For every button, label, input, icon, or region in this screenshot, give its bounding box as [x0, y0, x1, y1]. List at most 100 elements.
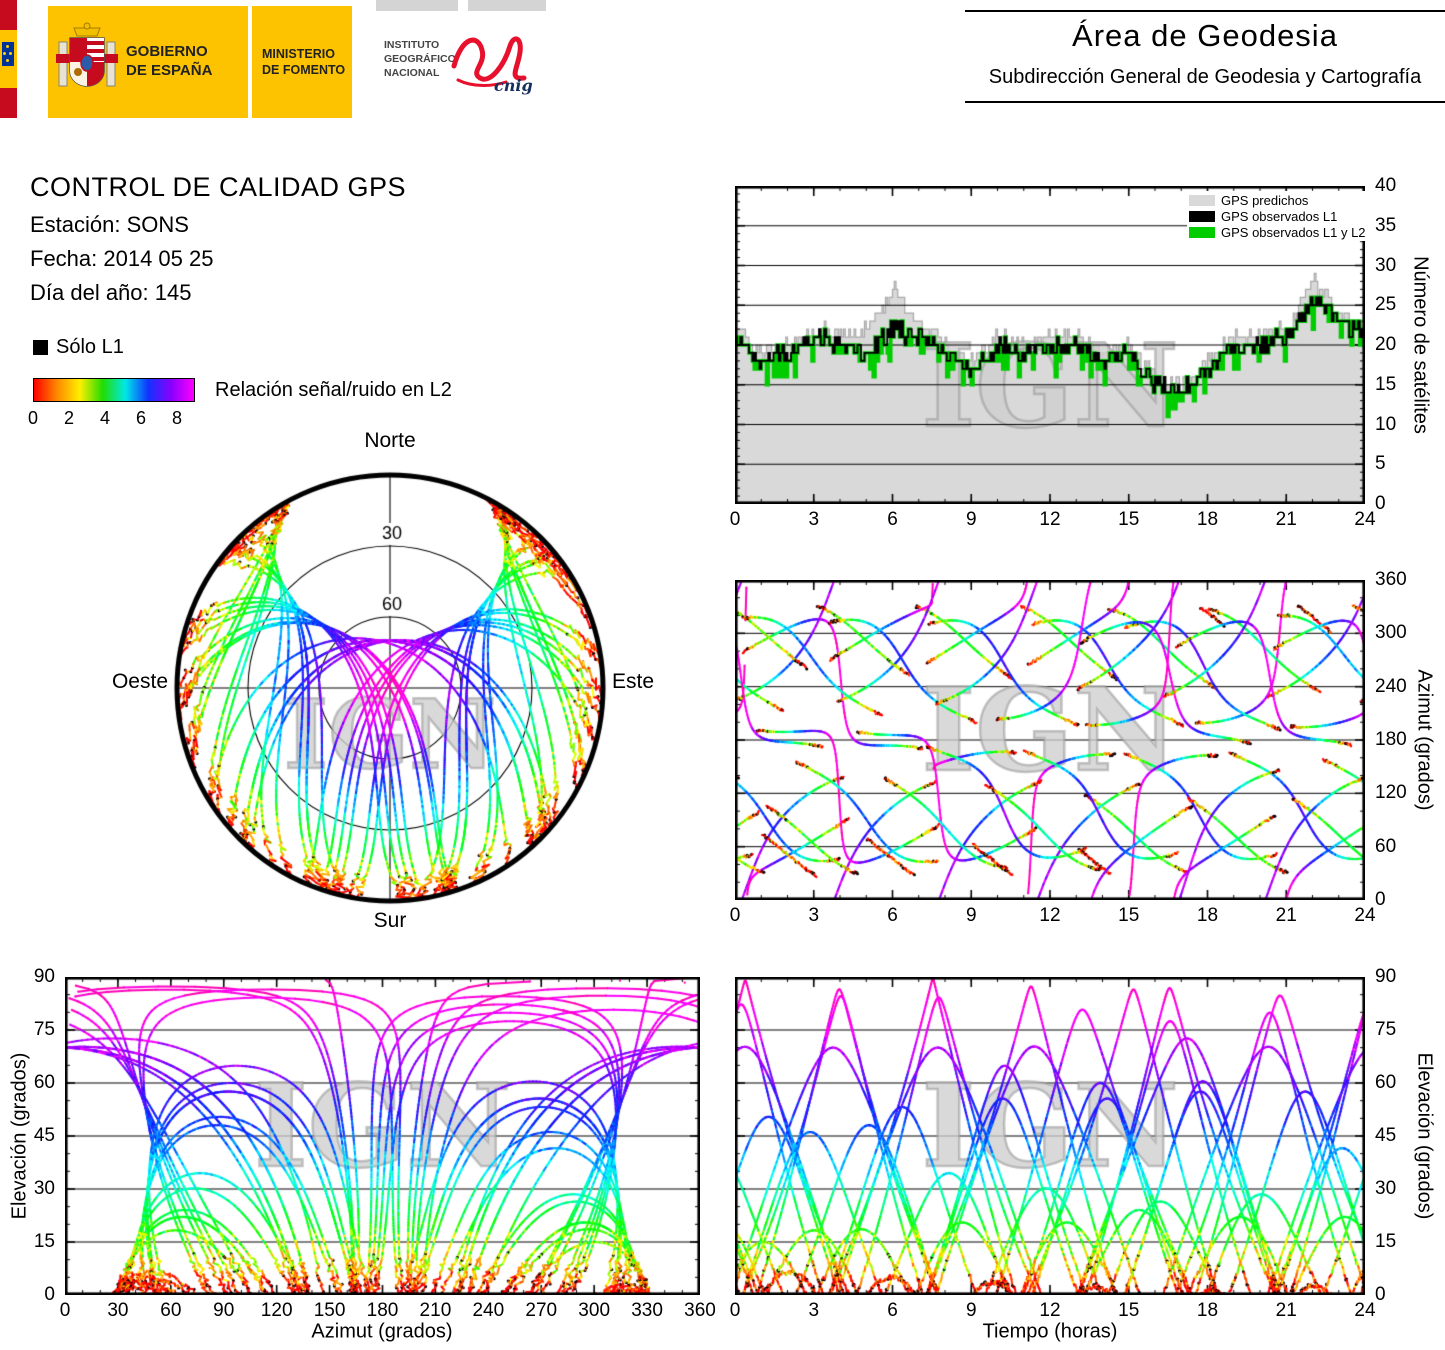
- tick-label: 15: [1375, 373, 1397, 395]
- skyplot-north-label: Norte: [364, 429, 416, 452]
- tick-label: 18: [1196, 905, 1219, 926]
- elevation-azimuth-chart: 0 30 60 90 120 150 180 210 240 270 300 330 360 0 15 30 4…: [34, 966, 716, 1321]
- skyplot-south-label: Sur: [373, 909, 407, 932]
- snr-colorbar-label: Relación señal/ruido en L2: [215, 379, 452, 401]
- tick-label: 3: [808, 1300, 820, 1321]
- tick-label: 12: [1039, 905, 1061, 926]
- colorbar-tick-label: 0: [27, 408, 39, 428]
- colorbar-tick-label: 8: [171, 408, 183, 428]
- tick-label: 20: [1375, 334, 1397, 355]
- tick-label: 300: [578, 1300, 611, 1321]
- area-title: Área de Geodesia: [1072, 18, 1338, 53]
- tick-label: 30: [107, 1300, 129, 1321]
- tick-label: 75: [33, 1019, 55, 1040]
- area-subtitle: Subdirección General de Geodesia y Carto…: [988, 66, 1422, 88]
- tick-label: 6: [887, 1300, 898, 1321]
- ministerio-block: MINISTERIO DE FOMENTO: [252, 6, 352, 118]
- instituto-label: INSTITUTO GEOGRÁFICO NACIONAL: [384, 39, 456, 80]
- elevation-time-canvas: [735, 977, 1365, 1295]
- spain-flag-icon: [0, 0, 17, 118]
- tick-label: 120: [260, 1300, 293, 1321]
- tick-label: 35: [1375, 214, 1397, 236]
- flag-red-band: [0, 88, 17, 118]
- legend-swatch-l1l2: [1189, 226, 1215, 238]
- tick-label: 12: [1039, 1300, 1061, 1321]
- tick-label: 120: [1375, 782, 1407, 804]
- header-rule: [965, 101, 1445, 103]
- page-title: CONTROL DE CALIDAD GPS: [30, 172, 407, 202]
- colorbar-tick-label: 6: [135, 408, 147, 428]
- tick-label: 21: [1275, 905, 1297, 926]
- tick-label: 30: [1375, 1178, 1397, 1199]
- tick-label: 90: [1375, 966, 1397, 987]
- tick-label: 21: [1275, 509, 1297, 530]
- tick-label: 0: [59, 1300, 71, 1321]
- elevation-time-chart: 0 3 6 9 12 15 18 21 24 0 15 30 45 60 75 90: [730, 966, 1396, 1321]
- colorbar-tick-label: 2: [63, 408, 75, 428]
- tick-label: 90: [33, 966, 55, 987]
- tick-label: 9: [965, 905, 977, 926]
- tick-label: 40: [1375, 175, 1397, 196]
- tick-label: 3: [808, 905, 820, 926]
- header-rule: [965, 10, 1445, 12]
- tick-label: 150: [313, 1300, 346, 1321]
- tick-label: 24: [1354, 905, 1376, 926]
- instituto-block: INSTITUTO GEOGRÁFICO NACIONAL cnig: [356, 6, 546, 118]
- satcount-y-axis-label: Número de satélites: [1409, 256, 1432, 434]
- legend-label: GPS observados L1: [1221, 208, 1338, 224]
- cnig-squiggle-icon: [451, 36, 527, 87]
- skyplot: [160, 458, 620, 918]
- elev-time-x-axis-label: Tiempo (horas): [982, 1320, 1118, 1343]
- tick-label: 270: [525, 1300, 558, 1321]
- tick-label: 90: [213, 1300, 235, 1321]
- tick-label: 24: [1354, 509, 1376, 530]
- tick-label: 30: [1375, 254, 1397, 276]
- colorbar-tick-label: 4: [99, 408, 111, 428]
- solo-l1-swatch: [33, 340, 48, 355]
- tick-label: 240: [1375, 675, 1407, 697]
- azimuth-time-chart: 0 3 6 9 12 15 18 21 24 0 60 120 180 240 300 360: [730, 569, 1407, 926]
- elev-az-x-axis-label: Azimut (grados): [311, 1320, 453, 1343]
- legend-swatch-predichos: [1189, 194, 1215, 206]
- elevation-azimuth-canvas: [65, 977, 700, 1295]
- ministerio-label: MINISTERIO DE FOMENTO: [262, 46, 346, 77]
- tick-label: 15: [1118, 509, 1140, 530]
- tick-label: 60: [160, 1300, 182, 1321]
- tick-label: 75: [1375, 1019, 1397, 1040]
- tick-label: 24: [1354, 1300, 1376, 1321]
- solo-l1-legend: Sólo L1: [33, 336, 124, 359]
- tick-label: 6: [887, 905, 898, 926]
- tick-label: 0: [729, 905, 741, 926]
- satellite-count-chart: GPS predichos GPS observados L1 GPS obse…: [730, 175, 1396, 530]
- tick-label: 60: [1375, 1072, 1397, 1093]
- tick-label: 45: [33, 1125, 55, 1146]
- tick-label: 25: [1375, 294, 1397, 316]
- tick-label: 15: [1118, 905, 1140, 926]
- gobierno-block: GOBIERNO DE ESPAÑA: [48, 6, 248, 118]
- legend-swatch-l1: [1189, 210, 1215, 222]
- skyplot-east-label: Este: [612, 670, 655, 693]
- tick-label: 9: [965, 1300, 977, 1321]
- flag-yellow-band: [0, 30, 17, 88]
- tick-label: 18: [1196, 509, 1219, 530]
- tick-label: 180: [1375, 729, 1407, 750]
- tick-label: 0: [1375, 493, 1386, 514]
- tick-label: 0: [729, 1300, 741, 1321]
- eu-flag-icon: [2, 42, 14, 66]
- tick-label: 60: [1375, 835, 1397, 857]
- cnig-label: cnig: [494, 76, 533, 95]
- cnig-logo: cnig: [448, 28, 540, 98]
- station-line: Estación: SONS: [30, 212, 189, 237]
- tick-label: 330: [631, 1300, 663, 1321]
- elev-az-y-axis-label: Elevación (grados): [8, 1052, 31, 1220]
- tick-label: 300: [1375, 622, 1407, 644]
- tick-label: 360: [684, 1300, 716, 1321]
- tick-label: 30: [33, 1178, 55, 1199]
- azimuth-time-canvas: [735, 580, 1365, 900]
- tick-label: 18: [1196, 1300, 1219, 1321]
- legend-row: GPS predichos: [1189, 192, 1366, 208]
- flag-red-band: [0, 0, 17, 30]
- scan-artifact: [468, 0, 546, 11]
- tick-label: 15: [33, 1231, 55, 1252]
